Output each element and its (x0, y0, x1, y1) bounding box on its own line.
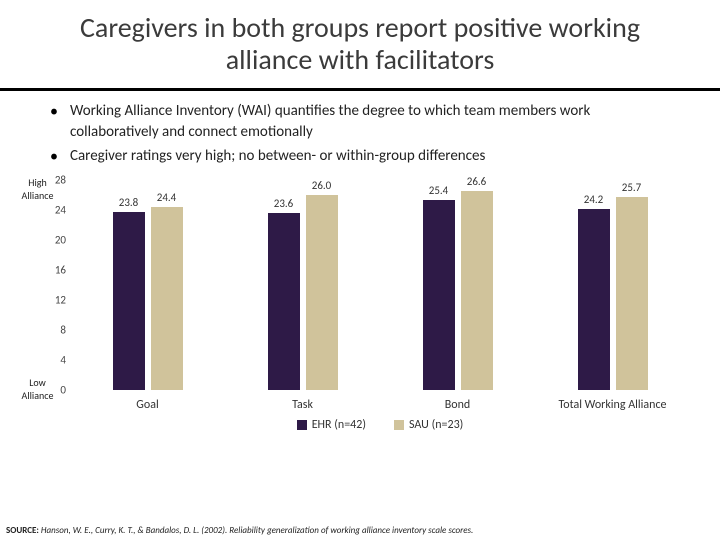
bar-value-label: 26.0 (312, 179, 332, 192)
bar-value-label: 23.6 (274, 197, 294, 210)
source-label: SOURCE: (6, 525, 39, 536)
legend-item: SAU (n=23) (394, 418, 463, 432)
y-tick: 24 (42, 204, 66, 217)
slide-title: Caregivers in both groups report positiv… (0, 0, 720, 84)
bar: 23.6 (268, 213, 300, 390)
bar-chart: High Alliance Low Alliance 0481216202428… (70, 180, 690, 430)
y-tick: 12 (42, 294, 66, 307)
chart-legend: EHR (n=42) SAU (n=23) (70, 418, 690, 432)
source-citation: SOURCE: Hanson, W. E., Curry, K. T., & B… (6, 525, 473, 536)
bar-value-label: 25.7 (622, 181, 642, 194)
bar: 23.8 (113, 212, 145, 391)
bar: 24.4 (151, 207, 183, 390)
legend-label: EHR (n=42) (312, 418, 366, 432)
y-tick: 8 (42, 324, 66, 337)
x-axis-label: Task (225, 398, 380, 412)
bar-group: 24.225.7 (535, 180, 690, 390)
x-axis-label: Bond (380, 398, 535, 412)
legend-label: SAU (n=23) (409, 418, 463, 432)
bar: 24.2 (578, 209, 610, 391)
plot-area: 048121620242823.824.423.626.025.426.624.… (70, 180, 690, 390)
bar: 25.7 (616, 197, 648, 390)
source-text: Hanson, W. E., Curry, K. T., & Bandalos,… (41, 525, 473, 536)
y-tick: 4 (42, 354, 66, 367)
bar-value-label: 24.2 (584, 193, 604, 206)
y-tick: 20 (42, 234, 66, 247)
y-tick: 0 (42, 384, 66, 397)
bar-group: 23.626.0 (225, 180, 380, 390)
legend-swatch (394, 420, 404, 430)
bullet-item: Working Alliance Inventory (WAI) quantif… (70, 101, 670, 142)
x-axis-labels: GoalTaskBondTotal Working Alliance (70, 398, 690, 412)
bar-value-label: 26.6 (467, 175, 487, 188)
legend-swatch (297, 420, 307, 430)
x-axis-label: Goal (70, 398, 225, 412)
y-tick: 16 (42, 264, 66, 277)
bar-value-label: 24.4 (157, 191, 177, 204)
bar-value-label: 23.8 (119, 196, 139, 209)
legend-item: EHR (n=42) (297, 418, 366, 432)
bar-value-label: 25.4 (429, 184, 449, 197)
bar: 26.0 (306, 195, 338, 390)
bullet-item: Caregiver ratings very high; no between-… (70, 146, 670, 166)
bullet-list: Working Alliance Inventory (WAI) quantif… (0, 101, 720, 166)
bar: 26.6 (461, 191, 493, 391)
x-axis-label: Total Working Alliance (535, 398, 690, 412)
bar: 25.4 (423, 200, 455, 391)
bar-group: 25.426.6 (380, 180, 535, 390)
bar-group: 23.824.4 (70, 180, 225, 390)
y-tick: 28 (42, 174, 66, 187)
title-rule (0, 88, 720, 91)
